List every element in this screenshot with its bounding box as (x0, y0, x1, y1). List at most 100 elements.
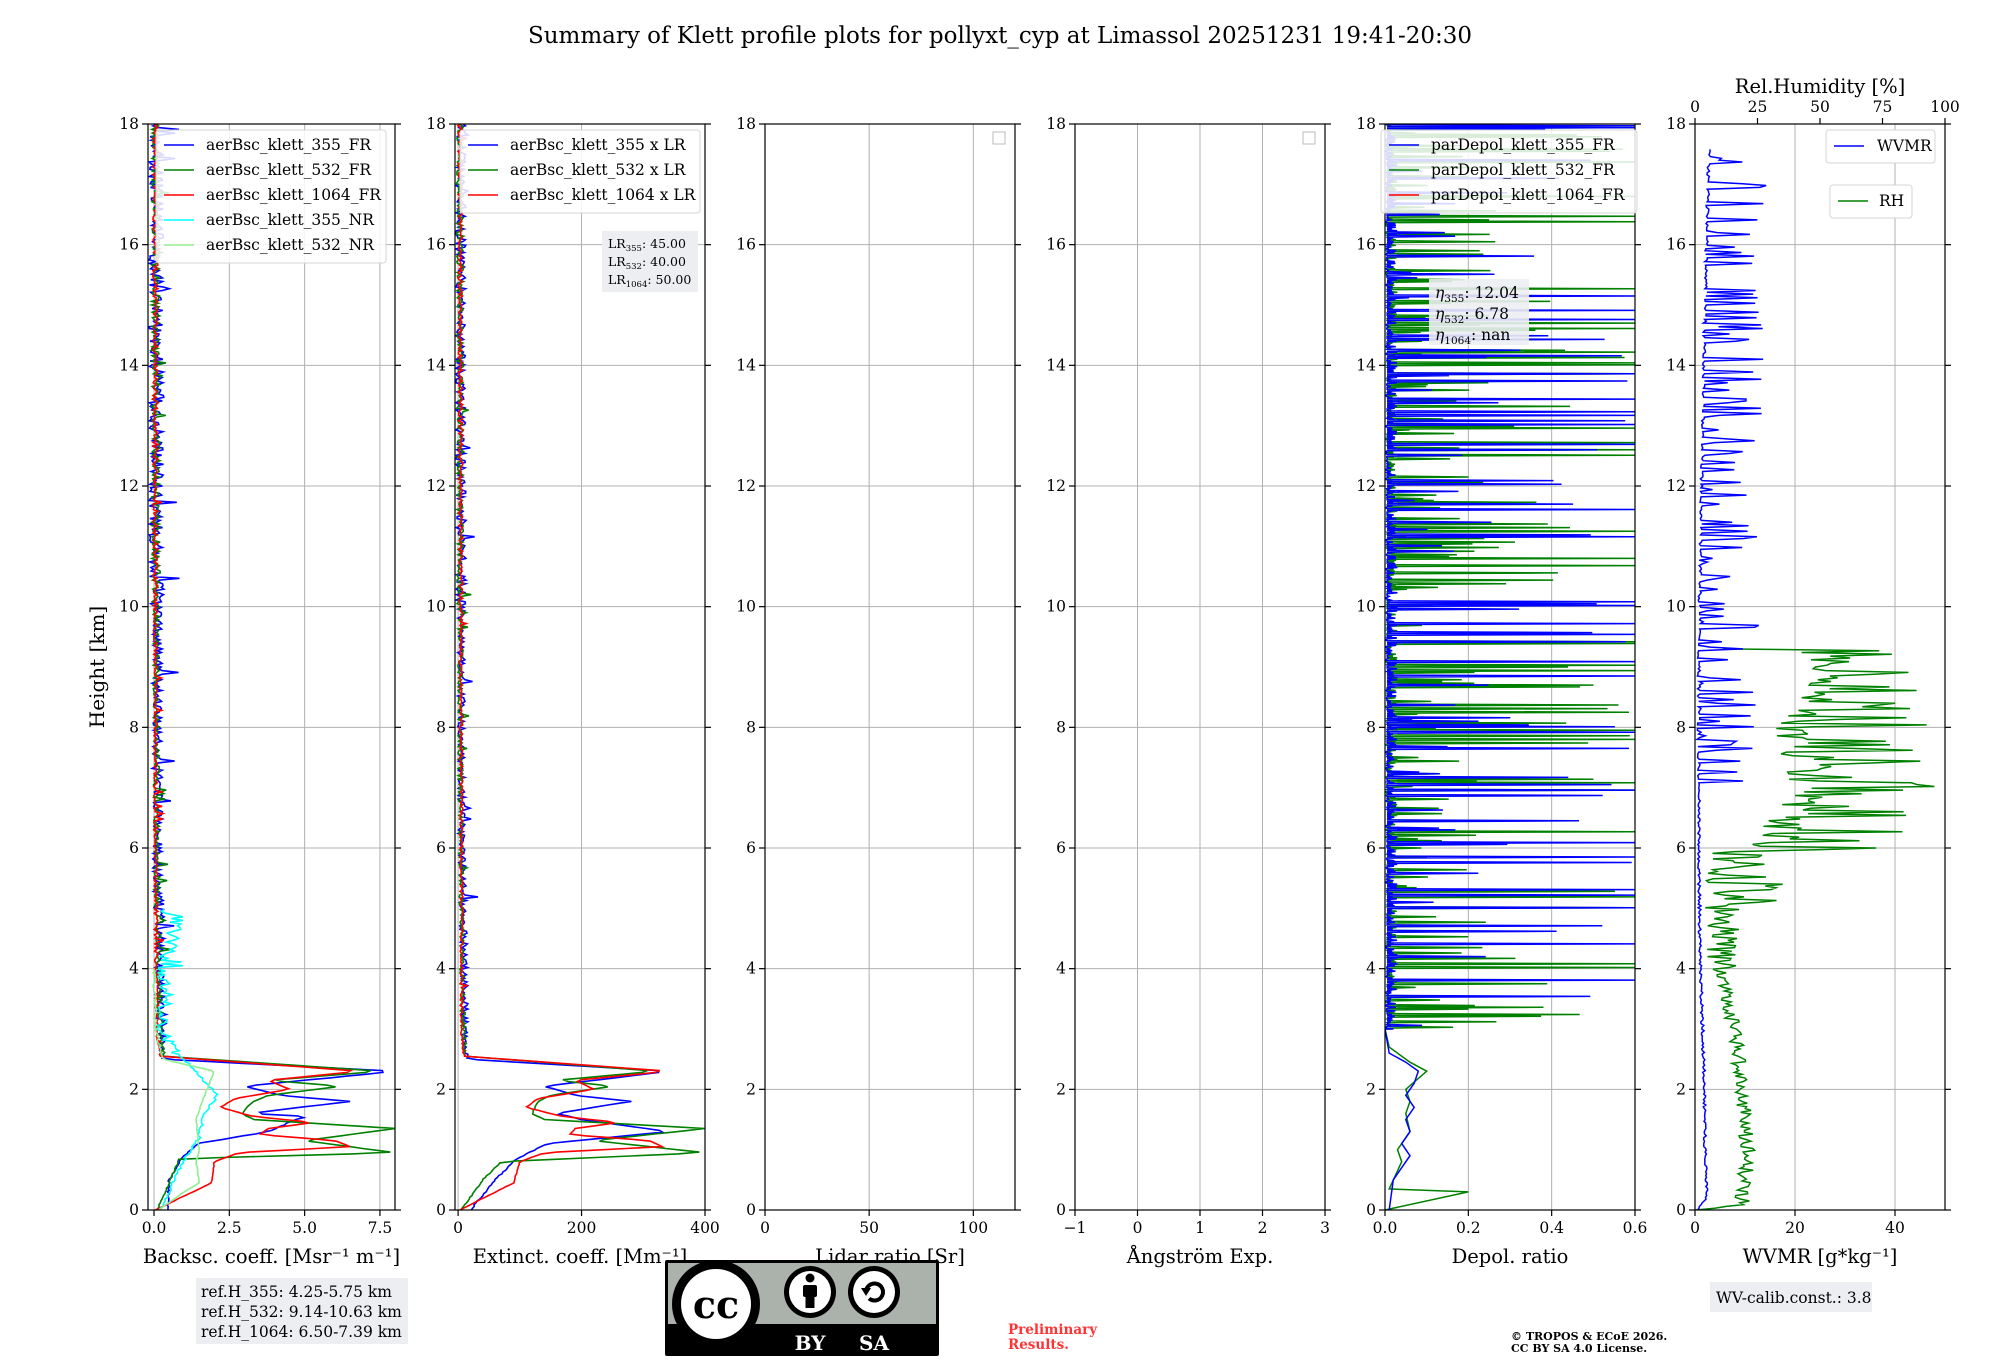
lr-label: LR532: 40.00 (608, 254, 686, 272)
x-tick-label: 100 (959, 1219, 989, 1237)
y-tick-label: 10 (1356, 598, 1376, 616)
legend-label: WVMR (1877, 137, 1933, 155)
y-tick-label: 0 (746, 1201, 756, 1219)
y-tick-label: 16 (426, 236, 446, 254)
series-aerBsc_klett_355_FR (148, 124, 384, 1210)
x-tick-label: 400 (690, 1219, 720, 1237)
axes-frame (147, 123, 396, 1211)
legend-label: aerBsc_klett_532_NR (206, 236, 375, 254)
legend-label: aerBsc_klett_1064_FR (206, 186, 382, 204)
y-tick-label: 14 (1666, 356, 1686, 374)
series-aerBsc_klett_1064 x LR (456, 124, 666, 1210)
figure-title: Summary of Klett profile plots for polly… (528, 23, 1472, 49)
y-tick-label: 4 (1676, 960, 1686, 978)
lr-label: LR355: 45.00 (608, 236, 686, 254)
x-tick-label: 3 (1320, 1219, 1330, 1237)
x-axis-label: Extinct. coeff. [Mm⁻¹] (473, 1245, 688, 1268)
eta-symbol: η (1435, 284, 1445, 302)
y-tick-label: 4 (436, 960, 446, 978)
legend-wvmr: WVMR (1825, 129, 1936, 164)
eta-symbol: η (1435, 326, 1445, 344)
legend-label: parDepol_klett_355_FR (1431, 136, 1616, 154)
y-tick-label: 0 (1056, 1201, 1066, 1219)
eta-symbol: η (1435, 305, 1445, 323)
lr-subscript: 1064 (626, 280, 648, 290)
copyright-line-2: CC BY SA 4.0 License. (1511, 1342, 1647, 1355)
y-tick-label: 2 (1676, 1080, 1686, 1098)
lr-subscript: 532 (626, 262, 642, 272)
eta-label: η355: 12.04 (1435, 284, 1519, 305)
series-aerBsc_klett_355_NR (154, 908, 219, 1210)
eta-value: : 12.04 (1464, 284, 1519, 302)
legend-label: RH (1879, 192, 1904, 210)
x-tick-label: 2 (1258, 1219, 1268, 1237)
y-tick-label: 2 (436, 1080, 446, 1098)
y-tick-label: 12 (1356, 477, 1376, 495)
eta-subscript: 355 (1444, 293, 1464, 305)
cc-by-sa-badge[interactable]: cc BY SA (665, 1260, 939, 1356)
eta-box (1429, 279, 1529, 345)
x-tick-label: −1 (1064, 1219, 1087, 1237)
legend-depol: parDepol_klett_355_FR parDepol_klett_532_… (1380, 129, 1638, 214)
empty-legend-marker (1302, 131, 1316, 145)
legend-label: aerBsc_klett_532 x LR (510, 161, 687, 179)
y-tick-label: 12 (426, 477, 446, 495)
y-tick-label: 2 (1366, 1080, 1376, 1098)
eta-subscript: 532 (1444, 314, 1464, 326)
x-tick-label: 7.5 (368, 1219, 393, 1237)
y-tick-label: 18 (1666, 115, 1686, 133)
y-tick-label: 14 (426, 356, 446, 374)
y-tick-label: 0 (1366, 1201, 1376, 1219)
y-tick-label: 8 (1056, 718, 1066, 736)
y-tick-label: 16 (1666, 236, 1686, 254)
lr-value: : 40.00 (642, 254, 686, 269)
top-x-tick-label: 50 (1810, 98, 1830, 116)
y-tick-label: 2 (746, 1080, 756, 1098)
x-tick-label: 200 (567, 1219, 597, 1237)
y-tick-label: 6 (1056, 839, 1066, 857)
y-tick-label: 12 (1666, 477, 1686, 495)
top-x-tick-label: 75 (1873, 98, 1893, 116)
y-tick-label: 8 (129, 718, 139, 736)
y-tick-label: 2 (129, 1080, 139, 1098)
eta-value: : nan (1471, 326, 1510, 344)
copyright-line-1: © TROPOS & ECoE 2026. (1511, 1330, 1667, 1343)
series-group (148, 124, 395, 1210)
series-group (1695, 149, 1935, 1210)
top-axis-label: Rel.Humidity [%] (1735, 75, 1905, 98)
axes-frame (764, 123, 1016, 1211)
lr-prefix: LR (608, 254, 626, 269)
x-tick-label: 0.0 (142, 1219, 167, 1237)
y-tick-label: 14 (119, 356, 139, 374)
y-tick-label: 8 (746, 718, 756, 736)
legend-frame (459, 129, 701, 214)
y-tick-label: 4 (1366, 960, 1376, 978)
y-axis-label: Height [km] (85, 606, 109, 728)
y-tick-label: 0 (1676, 1201, 1686, 1219)
series-RH (1695, 648, 1935, 1210)
refh-532: ref.H_532: 9.14-10.63 km (201, 1303, 402, 1321)
lr-value: : 45.00 (642, 236, 686, 251)
empty-legend-marker (992, 131, 1006, 145)
y-tick-label: 6 (129, 839, 139, 857)
x-tick-label: 40 (1885, 1219, 1905, 1237)
y-tick-label: 10 (1666, 598, 1686, 616)
y-tick-label: 8 (1366, 718, 1376, 736)
series-aerBsc_klett_532_FR (148, 124, 395, 1210)
eta-label: η1064: nan (1435, 326, 1510, 347)
panel-backscatter: 0 2 4 6 8 10 12 14 16 18 0.0 2.5 5.0 7.5 Backsc. coeff… (85, 115, 401, 1268)
wv-calib-label: WV-calib.const.: 3.8 (1716, 1289, 1872, 1307)
series-WVMR (1695, 149, 1767, 1210)
legend-label: aerBsc_klett_532_FR (206, 161, 372, 179)
eta-subscript: 1064 (1444, 335, 1471, 347)
y-tick-label: 6 (746, 839, 756, 857)
refh-1064: ref.H_1064: 6.50-7.39 km (201, 1323, 402, 1341)
y-tick-label: 18 (119, 115, 139, 133)
eta-value: : 6.78 (1464, 305, 1509, 323)
x-tick-label: 0.0 (1373, 1219, 1398, 1237)
y-tick-label: 14 (1046, 356, 1066, 374)
eta-label: η532: 6.78 (1435, 305, 1509, 326)
